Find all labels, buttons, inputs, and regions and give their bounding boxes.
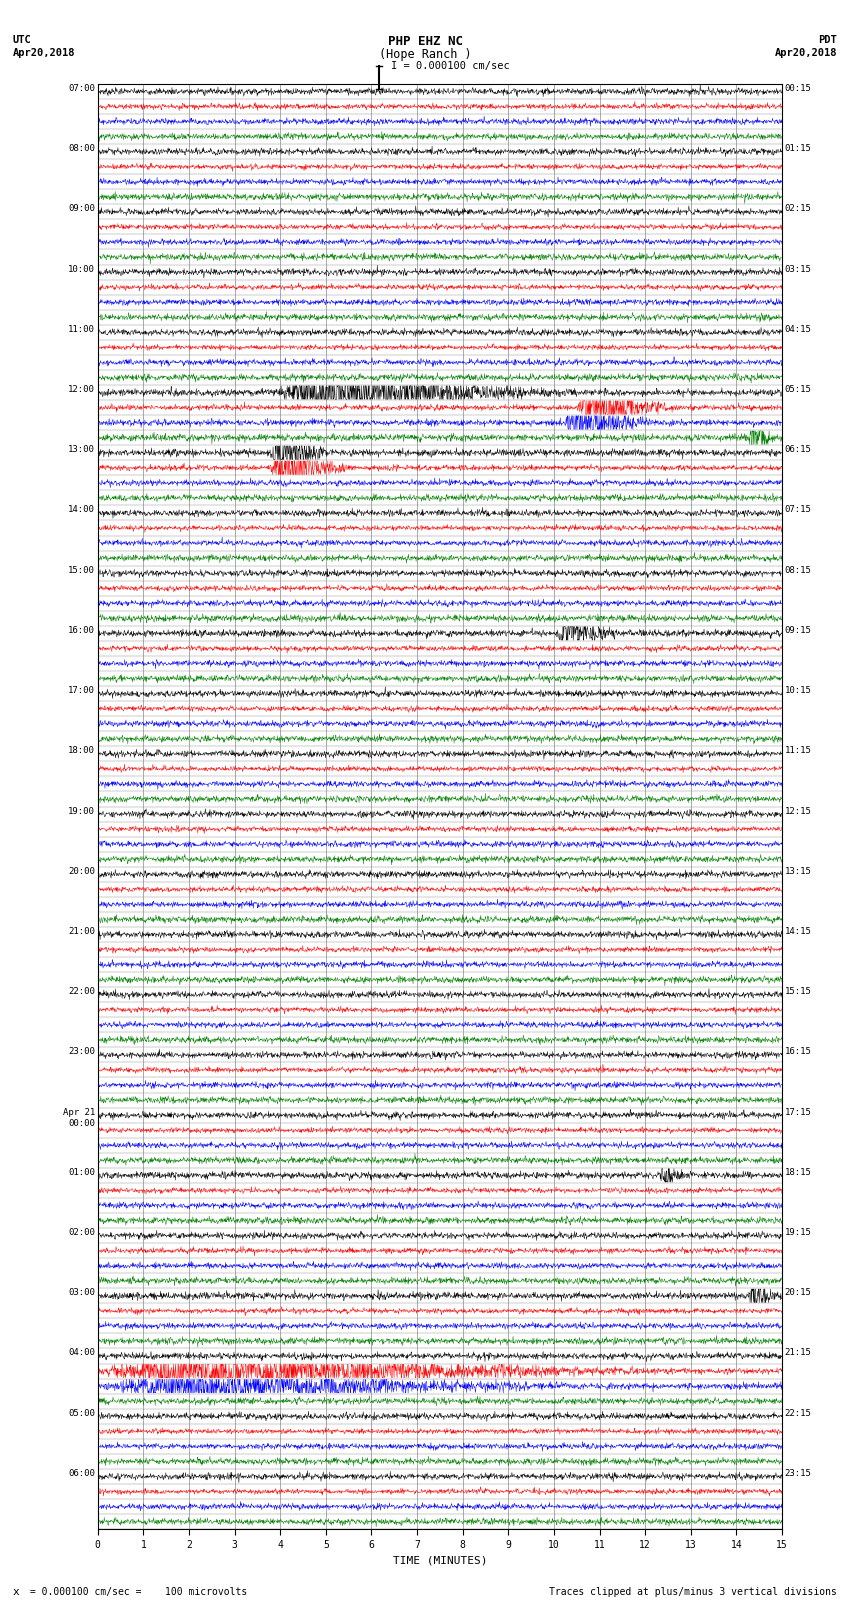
Text: I = 0.000100 cm/sec: I = 0.000100 cm/sec bbox=[391, 61, 510, 71]
Text: 13:00: 13:00 bbox=[68, 445, 95, 455]
Text: 08:00: 08:00 bbox=[68, 144, 95, 153]
Text: 18:15: 18:15 bbox=[785, 1168, 812, 1177]
Text: Traces clipped at plus/minus 3 vertical divisions: Traces clipped at plus/minus 3 vertical … bbox=[549, 1587, 837, 1597]
Text: 11:15: 11:15 bbox=[785, 747, 812, 755]
Text: 10:15: 10:15 bbox=[785, 686, 812, 695]
Text: 09:00: 09:00 bbox=[68, 205, 95, 213]
Text: 15:15: 15:15 bbox=[785, 987, 812, 997]
Text: 22:00: 22:00 bbox=[68, 987, 95, 997]
Text: 10:00: 10:00 bbox=[68, 265, 95, 274]
Text: 03:15: 03:15 bbox=[785, 265, 812, 274]
Text: = 0.000100 cm/sec =    100 microvolts: = 0.000100 cm/sec = 100 microvolts bbox=[24, 1587, 247, 1597]
Text: 17:15: 17:15 bbox=[785, 1108, 812, 1116]
Text: x: x bbox=[13, 1587, 20, 1597]
Text: 20:15: 20:15 bbox=[785, 1289, 812, 1297]
Text: PHP EHZ NC: PHP EHZ NC bbox=[388, 35, 462, 48]
Text: 15:00: 15:00 bbox=[68, 566, 95, 574]
Text: 08:15: 08:15 bbox=[785, 566, 812, 574]
Text: 16:00: 16:00 bbox=[68, 626, 95, 636]
Text: 19:15: 19:15 bbox=[785, 1227, 812, 1237]
Text: 01:15: 01:15 bbox=[785, 144, 812, 153]
Text: 05:15: 05:15 bbox=[785, 386, 812, 394]
Text: 12:15: 12:15 bbox=[785, 806, 812, 816]
Text: Apr 21: Apr 21 bbox=[63, 1108, 95, 1116]
Text: 23:15: 23:15 bbox=[785, 1469, 812, 1478]
Text: 06:15: 06:15 bbox=[785, 445, 812, 455]
Text: (Hope Ranch ): (Hope Ranch ) bbox=[379, 48, 471, 61]
Text: 13:15: 13:15 bbox=[785, 866, 812, 876]
Text: 05:00: 05:00 bbox=[68, 1408, 95, 1418]
Text: 01:00: 01:00 bbox=[68, 1168, 95, 1177]
Text: Apr20,2018: Apr20,2018 bbox=[13, 48, 76, 58]
Text: 02:00: 02:00 bbox=[68, 1227, 95, 1237]
Text: 03:00: 03:00 bbox=[68, 1289, 95, 1297]
Text: UTC: UTC bbox=[13, 35, 31, 45]
Text: 09:15: 09:15 bbox=[785, 626, 812, 636]
Text: 14:00: 14:00 bbox=[68, 505, 95, 515]
Text: 21:00: 21:00 bbox=[68, 927, 95, 936]
Text: 04:00: 04:00 bbox=[68, 1348, 95, 1358]
Text: 21:15: 21:15 bbox=[785, 1348, 812, 1358]
Text: 00:15: 00:15 bbox=[785, 84, 812, 94]
Text: 12:00: 12:00 bbox=[68, 386, 95, 394]
Text: Apr20,2018: Apr20,2018 bbox=[774, 48, 837, 58]
Text: PDT: PDT bbox=[819, 35, 837, 45]
X-axis label: TIME (MINUTES): TIME (MINUTES) bbox=[393, 1555, 487, 1565]
Text: 14:15: 14:15 bbox=[785, 927, 812, 936]
Text: 07:00: 07:00 bbox=[68, 84, 95, 94]
Text: 16:15: 16:15 bbox=[785, 1047, 812, 1057]
Text: 06:00: 06:00 bbox=[68, 1469, 95, 1478]
Text: 07:15: 07:15 bbox=[785, 505, 812, 515]
Text: 18:00: 18:00 bbox=[68, 747, 95, 755]
Text: 02:15: 02:15 bbox=[785, 205, 812, 213]
Text: 04:15: 04:15 bbox=[785, 324, 812, 334]
Text: 00:00: 00:00 bbox=[68, 1119, 95, 1127]
Text: 11:00: 11:00 bbox=[68, 324, 95, 334]
Text: 17:00: 17:00 bbox=[68, 686, 95, 695]
Text: 20:00: 20:00 bbox=[68, 866, 95, 876]
Text: 22:15: 22:15 bbox=[785, 1408, 812, 1418]
Text: 23:00: 23:00 bbox=[68, 1047, 95, 1057]
Text: 19:00: 19:00 bbox=[68, 806, 95, 816]
